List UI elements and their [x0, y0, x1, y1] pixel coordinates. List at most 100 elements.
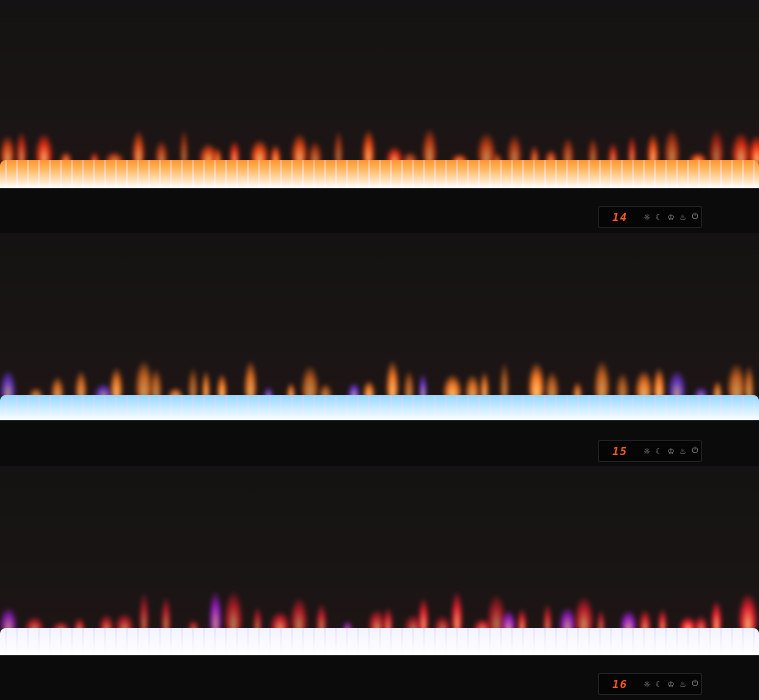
flame [402, 152, 419, 164]
flame [59, 152, 72, 164]
flame-icon[interactable]: ♨ [679, 446, 687, 456]
sun-icon[interactable]: ☼ [643, 212, 651, 222]
flame [596, 609, 606, 632]
flame [154, 141, 168, 164]
flame [559, 607, 577, 632]
flame [639, 610, 652, 632]
flame [404, 370, 415, 399]
flame [507, 134, 522, 164]
flame [253, 607, 262, 632]
flame [34, 134, 54, 164]
flame [0, 371, 16, 399]
flame [28, 388, 44, 399]
flame [362, 381, 375, 399]
flame [110, 368, 124, 399]
flame [628, 136, 637, 164]
flame-icon[interactable]: ♨ [679, 212, 687, 222]
firebox [0, 233, 759, 421]
temperature-display: 16 [612, 677, 628, 691]
flame [492, 153, 503, 164]
power-icon[interactable]: ⏻ [691, 446, 699, 455]
flame [615, 372, 629, 399]
flame [574, 597, 594, 632]
flame [99, 614, 115, 632]
flame [713, 381, 723, 399]
flame [608, 143, 619, 164]
flame [451, 153, 468, 164]
crystal-ember-bed [0, 395, 759, 421]
flame [657, 609, 667, 632]
flame [315, 604, 328, 632]
flame [333, 130, 344, 164]
flame [500, 610, 517, 632]
flame [562, 138, 574, 164]
flame [667, 370, 686, 399]
flame [476, 133, 496, 164]
fireplace-unit: 16 ☼ ☾ ♔ ♨ ⏻ [0, 466, 759, 700]
flame [217, 373, 227, 399]
flame [0, 135, 15, 164]
fireplace-unit: 14 ☼ ☾ ♔ ♨ ⏻ [0, 0, 759, 233]
control-panel: 16 ☼ ☾ ♔ ♨ ⏻ [598, 673, 702, 695]
flame [15, 131, 27, 164]
moon-icon[interactable]: ☾ [655, 679, 663, 689]
flame [160, 597, 172, 632]
trim-bar: 16 ☼ ☾ ♔ ♨ ⏻ [0, 655, 759, 700]
flame [663, 129, 681, 164]
flame [418, 374, 428, 399]
crown-icon[interactable]: ♔ [667, 679, 675, 689]
flame [89, 151, 100, 164]
trim-bar: 15 ☼ ☾ ♔ ♨ ⏻ [0, 420, 759, 466]
flame [51, 377, 64, 399]
flame [187, 619, 199, 632]
flame [249, 140, 269, 164]
flame [711, 600, 722, 632]
flame [202, 370, 211, 399]
flame [499, 362, 510, 399]
flame [647, 133, 660, 164]
crystal-ember-bed [0, 628, 759, 655]
flame [135, 360, 153, 399]
flame [530, 145, 540, 164]
flame [291, 133, 308, 164]
power-icon[interactable]: ⏻ [691, 212, 699, 221]
flame [0, 608, 17, 632]
temperature-display: 14 [612, 210, 628, 224]
moon-icon[interactable]: ☾ [655, 446, 663, 456]
flame [594, 361, 610, 399]
flame [693, 615, 708, 632]
moon-icon[interactable]: ☾ [655, 212, 663, 222]
flame [422, 129, 438, 164]
flame [115, 613, 135, 632]
flame [434, 615, 451, 632]
flame [738, 594, 758, 632]
flame [361, 130, 375, 164]
crown-icon[interactable]: ♔ [667, 446, 675, 456]
trim-bar: 14 ☼ ☾ ♔ ♨ ⏻ [0, 188, 759, 233]
crystal-ember-bed [0, 160, 759, 188]
flame [244, 360, 258, 399]
power-icon[interactable]: ⏻ [691, 679, 699, 688]
flame [342, 620, 353, 632]
flame [167, 388, 184, 399]
flame [131, 130, 145, 164]
flame [290, 597, 308, 632]
flame [543, 604, 553, 632]
flame [688, 153, 707, 164]
crown-icon[interactable]: ♔ [667, 212, 675, 222]
flame [269, 145, 282, 164]
flame [149, 368, 162, 399]
flame [517, 609, 528, 632]
flame [450, 592, 464, 632]
flame [213, 148, 223, 164]
sun-icon[interactable]: ☼ [643, 679, 651, 689]
flame [301, 366, 320, 399]
flame [287, 382, 296, 399]
flame [730, 133, 751, 164]
flame [635, 371, 654, 399]
sun-icon[interactable]: ☼ [643, 446, 651, 456]
flame [573, 382, 583, 399]
flame [587, 138, 599, 164]
flame [442, 374, 462, 399]
flame-icon[interactable]: ♨ [679, 679, 687, 689]
